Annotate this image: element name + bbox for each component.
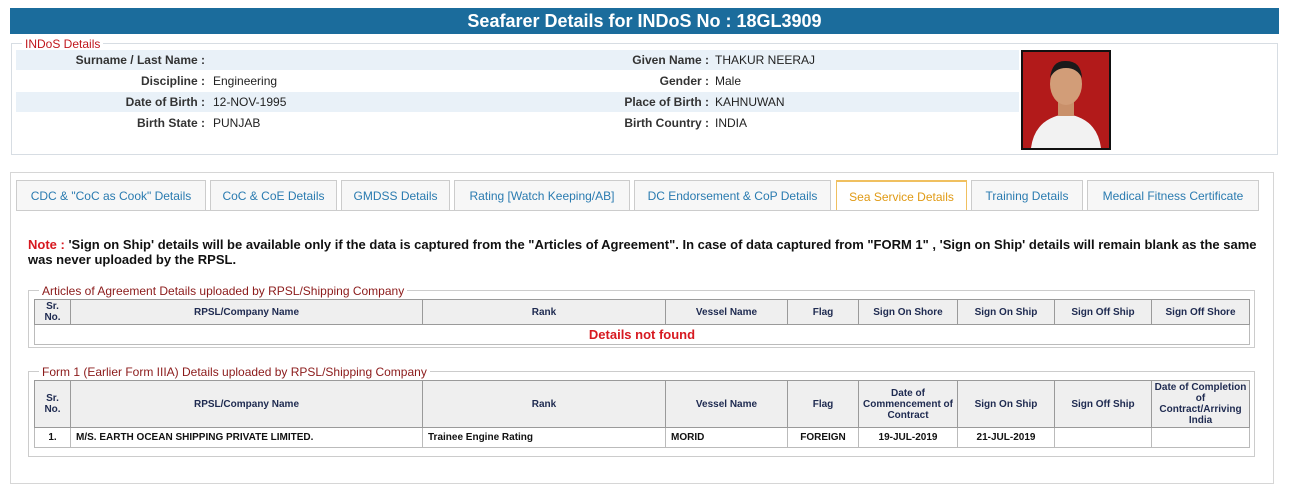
column-header: Vessel Name <box>665 299 788 325</box>
field-label: Place of Birth : <box>624 95 709 109</box>
empty-row: Details not found <box>34 324 1250 345</box>
table-cell <box>1151 427 1250 448</box>
tab-divider <box>16 210 1259 211</box>
profile-photo <box>1021 50 1111 150</box>
tab[interactable]: Training Details <box>971 180 1083 210</box>
table-cell: FOREIGN <box>787 427 859 448</box>
field-label: Birth Country : <box>624 116 709 130</box>
field-label: Gender : <box>659 74 709 88</box>
field-label: Birth State : <box>136 116 205 130</box>
page-title: Seafarer Details for INDoS No : 18GL3909 <box>10 8 1279 34</box>
column-header: Sign On Ship <box>957 380 1055 428</box>
field-value: PUNJAB <box>213 116 261 130</box>
form1-panel: Form 1 (Earlier Form IIIA) Details uploa… <box>28 365 1255 457</box>
tab[interactable]: Rating [Watch Keeping/AB] <box>454 180 630 210</box>
column-header: Sign Off Ship <box>1054 299 1152 325</box>
field-value: Engineering <box>213 74 278 88</box>
tab[interactable]: GMDSS Details <box>341 180 450 210</box>
field-row: Date of Birth : 12-NOV-1995 Place of Birth… <box>16 92 1019 112</box>
column-header: Flag <box>787 380 859 428</box>
column-header: Rank <box>422 380 666 428</box>
table-cell: MORID <box>665 427 788 448</box>
field-value: THAKUR NEERAJ <box>715 53 816 67</box>
panel-legend: INDoS Details <box>22 37 104 51</box>
field-value: INDIA <box>715 116 748 130</box>
field-label: Surname / Last Name : <box>75 53 205 67</box>
table-cell: M/S. EARTH OCEAN SHIPPING PRIVATE LIMITE… <box>70 427 423 448</box>
table-cell: Trainee Engine Rating <box>422 427 666 448</box>
column-header: Sign Off Ship <box>1054 380 1152 428</box>
empty-message: Details not found <box>34 324 1250 345</box>
column-header: Flag <box>787 299 859 325</box>
column-header: Sr. No. <box>34 380 71 428</box>
field-value: 12-NOV-1995 <box>213 95 287 109</box>
agreement-panel: Articles of Agreement Details uploaded b… <box>28 284 1255 348</box>
indos-panel: INDoS Details Surname / Last Name : Given… <box>11 37 1278 155</box>
tab[interactable]: CoC & CoE Details <box>210 180 337 210</box>
table-cell: 1. <box>34 427 71 448</box>
column-header: Date of Commencement of Contract <box>858 380 958 428</box>
field-value: KAHNUWAN <box>715 95 785 109</box>
field-label: Given Name : <box>632 53 709 67</box>
field-value: Male <box>715 74 742 88</box>
tab[interactable]: DC Endorsement & CoP Details <box>634 180 831 210</box>
tab[interactable]: Medical Fitness Certificate <box>1087 180 1259 210</box>
column-header: Sign On Ship <box>957 299 1055 325</box>
data-table: Sr. No. RPSL/Company Name Rank Vessel Name F… <box>34 380 1250 448</box>
field-label: Date of Birth : <box>125 95 205 109</box>
header-row: Sr. No. RPSL/Company Name Rank Vessel Name F… <box>34 380 1250 428</box>
data-table: Sr. No. RPSL/Company Name Rank Vessel Name F… <box>34 299 1250 345</box>
column-header: Rank <box>422 299 666 325</box>
data-row: 1. M/S. EARTH OCEAN SHIPPING PRIVATE LIMI… <box>34 427 1250 448</box>
table-cell <box>1054 427 1152 448</box>
field-row: Birth State : PUNJAB Birth Country : INDIA <box>16 113 1019 133</box>
panel-legend: Form 1 (Earlier Form IIIA) Details uploa… <box>39 365 430 379</box>
panel-legend: Articles of Agreement Details uploaded b… <box>39 284 408 298</box>
photo-image <box>1023 52 1109 148</box>
tab[interactable]: CDC & "CoC as Cook" Details <box>16 180 206 210</box>
column-header: Vessel Name <box>665 380 788 428</box>
column-header: Sign Off Shore <box>1151 299 1250 325</box>
column-header: RPSL/Company Name <box>70 299 423 325</box>
field-label: Discipline : <box>140 74 205 88</box>
column-header: Date of Completion of Contract/Arriving … <box>1151 380 1250 428</box>
table-cell: 19-JUL-2019 <box>858 427 958 448</box>
column-header: Sr. No. <box>34 299 71 325</box>
header-row: Sr. No. RPSL/Company Name Rank Vessel Name F… <box>34 299 1250 325</box>
field-row: Surname / Last Name : Given Name : THAKUR … <box>16 50 1019 70</box>
note: Note : 'Sign on Ship' details will be av… <box>28 237 1258 267</box>
field-row: Discipline : Engineering Gender : Male <box>16 71 1019 91</box>
tab[interactable]: Sea Service Details <box>836 180 967 210</box>
column-header: Sign On Shore <box>858 299 958 325</box>
note-text: 'Sign on Ship' details will be available… <box>28 237 1257 267</box>
column-header: RPSL/Company Name <box>70 380 423 428</box>
note-label: Note : <box>28 237 65 252</box>
table-cell: 21-JUL-2019 <box>957 427 1055 448</box>
